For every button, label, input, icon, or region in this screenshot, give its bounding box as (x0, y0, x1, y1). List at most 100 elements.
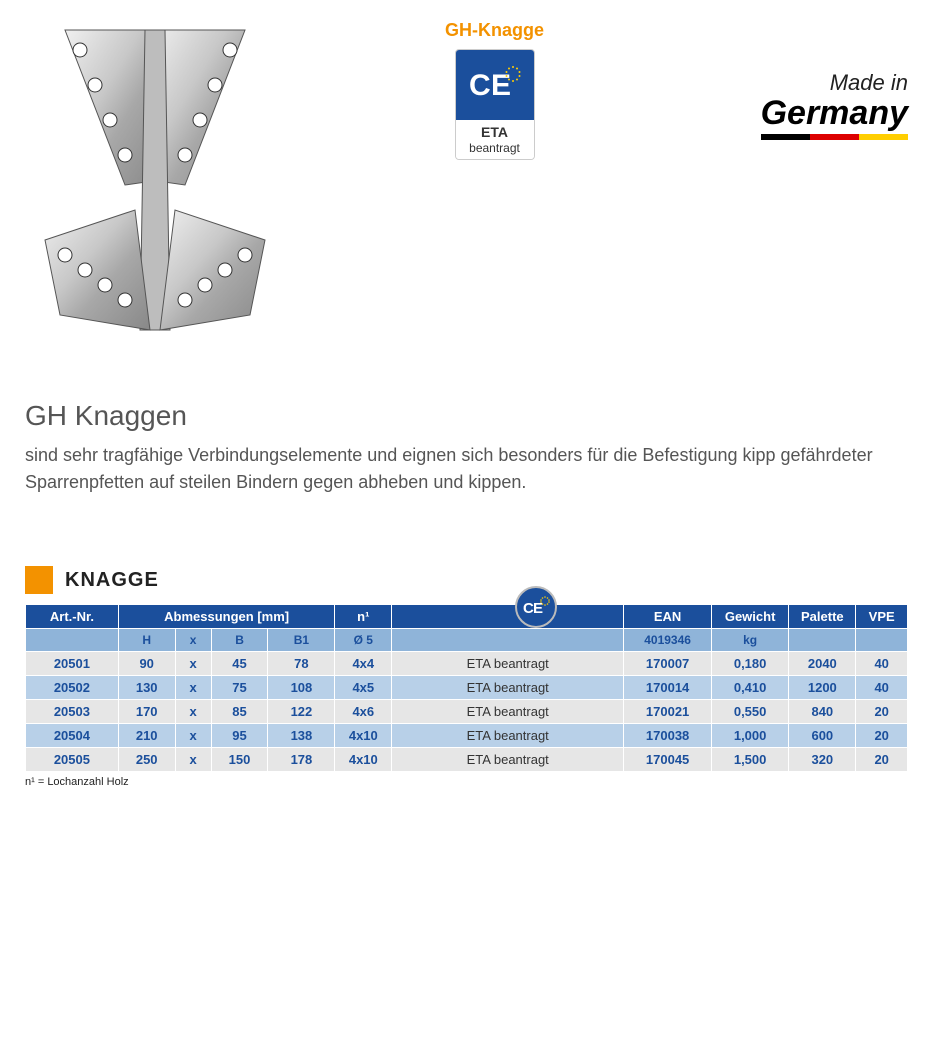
section-header: KNAGGE (25, 566, 908, 594)
description: sind sehr tragfähige Verbindungselemente… (25, 442, 908, 496)
flag-black (761, 134, 810, 140)
cell-b1: 78 (268, 652, 335, 676)
cell-h: 170 (118, 700, 175, 724)
made-in-line2: Germany (761, 96, 908, 130)
ce-badge-bottom: ETA beantragt (456, 120, 534, 159)
table-row: 20502130x751084x5ETA beantragt1700140,41… (26, 676, 908, 700)
cell-ean: 170007 (624, 652, 712, 676)
section-accent-square (25, 566, 53, 594)
cell-x: x (175, 724, 211, 748)
cell-ean: 170038 (624, 724, 712, 748)
table-row: 20504210x951384x10ETA beantragt1700381,0… (26, 724, 908, 748)
cell-b: 45 (211, 652, 268, 676)
cell-art: 20501 (26, 652, 119, 676)
cell-b1: 138 (268, 724, 335, 748)
cell-status: ETA beantragt (392, 652, 624, 676)
th2-b: B (211, 629, 268, 652)
top-row: GH-Knagge C E (25, 20, 908, 340)
cell-x: x (175, 700, 211, 724)
table-header-row-1: Art.-Nr. Abmessungen [mm] n¹ EAN Gewicht… (26, 605, 908, 629)
cell-vpe: 40 (856, 676, 908, 700)
th2-kg: kg (711, 629, 788, 652)
th2-blank3 (789, 629, 856, 652)
cell-ean: 170021 (624, 700, 712, 724)
badge-column: GH-Knagge C E (445, 20, 544, 160)
cell-ean: 170045 (624, 748, 712, 772)
cell-pal: 840 (789, 700, 856, 724)
footnote: n¹ = Lochanzahl Holz (25, 776, 908, 788)
cell-vpe: 20 (856, 724, 908, 748)
th-ean: EAN (624, 605, 712, 629)
table-body: 2050190x45784x4ETA beantragt1700070,1802… (26, 652, 908, 772)
cell-art: 20505 (26, 748, 119, 772)
cell-b1: 108 (268, 676, 335, 700)
cell-vpe: 20 (856, 700, 908, 724)
cell-gew: 1,500 (711, 748, 788, 772)
cell-n: 4x10 (335, 748, 392, 772)
th-palette: Palette (789, 605, 856, 629)
ce-circle-icon: C E (515, 586, 557, 628)
ce-badge-top: C E (456, 50, 534, 120)
th2-ean: 4019346 (624, 629, 712, 652)
th2-blank1 (26, 629, 119, 652)
cell-n: 4x10 (335, 724, 392, 748)
cell-x: x (175, 748, 211, 772)
made-in-line1: Made in (761, 70, 908, 96)
cell-b1: 122 (268, 700, 335, 724)
made-in-badge: Made in Germany (761, 70, 908, 140)
th2-blank4 (856, 629, 908, 652)
germany-flag (761, 134, 908, 140)
cell-pal: 320 (789, 748, 856, 772)
cell-pal: 2040 (789, 652, 856, 676)
cell-pal: 600 (789, 724, 856, 748)
th2-h: H (118, 629, 175, 652)
cell-pal: 1200 (789, 676, 856, 700)
cell-b: 75 (211, 676, 268, 700)
th-gewicht: Gewicht (711, 605, 788, 629)
cell-status: ETA beantragt (392, 700, 624, 724)
cell-b: 150 (211, 748, 268, 772)
cell-status: ETA beantragt (392, 676, 624, 700)
cell-art: 20504 (26, 724, 119, 748)
cell-art: 20503 (26, 700, 119, 724)
th2-b1: B1 (268, 629, 335, 652)
table-header-row-2: H x B B1 Ø 5 4019346 kg (26, 629, 908, 652)
cell-n: 4x6 (335, 700, 392, 724)
spec-table: Art.-Nr. Abmessungen [mm] n¹ EAN Gewicht… (25, 604, 908, 772)
th-status-blank (392, 605, 624, 629)
cell-h: 250 (118, 748, 175, 772)
table-row: 20505250x1501784x10ETA beantragt1700451,… (26, 748, 908, 772)
th2-d5: Ø 5 (335, 629, 392, 652)
table-row: 2050190x45784x4ETA beantragt1700070,1802… (26, 652, 908, 676)
cell-gew: 1,000 (711, 724, 788, 748)
cell-b: 95 (211, 724, 268, 748)
th-art: Art.-Nr. (26, 605, 119, 629)
table-row: 20503170x851224x6ETA beantragt1700210,55… (26, 700, 908, 724)
cell-ean: 170014 (624, 676, 712, 700)
cell-vpe: 20 (856, 748, 908, 772)
eta-label: ETA (456, 124, 534, 141)
th-abm: Abmessungen [mm] (118, 605, 335, 629)
svg-text:E: E (491, 69, 511, 102)
th-vpe: VPE (856, 605, 908, 629)
flag-red (810, 134, 859, 140)
cell-n: 4x4 (335, 652, 392, 676)
cell-gew: 0,550 (711, 700, 788, 724)
cell-art: 20502 (26, 676, 119, 700)
cell-gew: 0,410 (711, 676, 788, 700)
beantragt-label: beantragt (456, 141, 534, 155)
th2-blank2 (392, 629, 624, 652)
cell-n: 4x5 (335, 676, 392, 700)
cell-b: 85 (211, 700, 268, 724)
page-heading: GH Knaggen (25, 400, 908, 432)
cell-x: x (175, 676, 211, 700)
product-image (25, 20, 285, 340)
flag-gold (859, 134, 908, 140)
badge-title: GH-Knagge (445, 20, 544, 41)
cell-b1: 178 (268, 748, 335, 772)
cell-status: ETA beantragt (392, 748, 624, 772)
cell-h: 90 (118, 652, 175, 676)
ce-badge: C E ETA beantragt (455, 49, 535, 160)
cell-x: x (175, 652, 211, 676)
th2-x: x (175, 629, 211, 652)
